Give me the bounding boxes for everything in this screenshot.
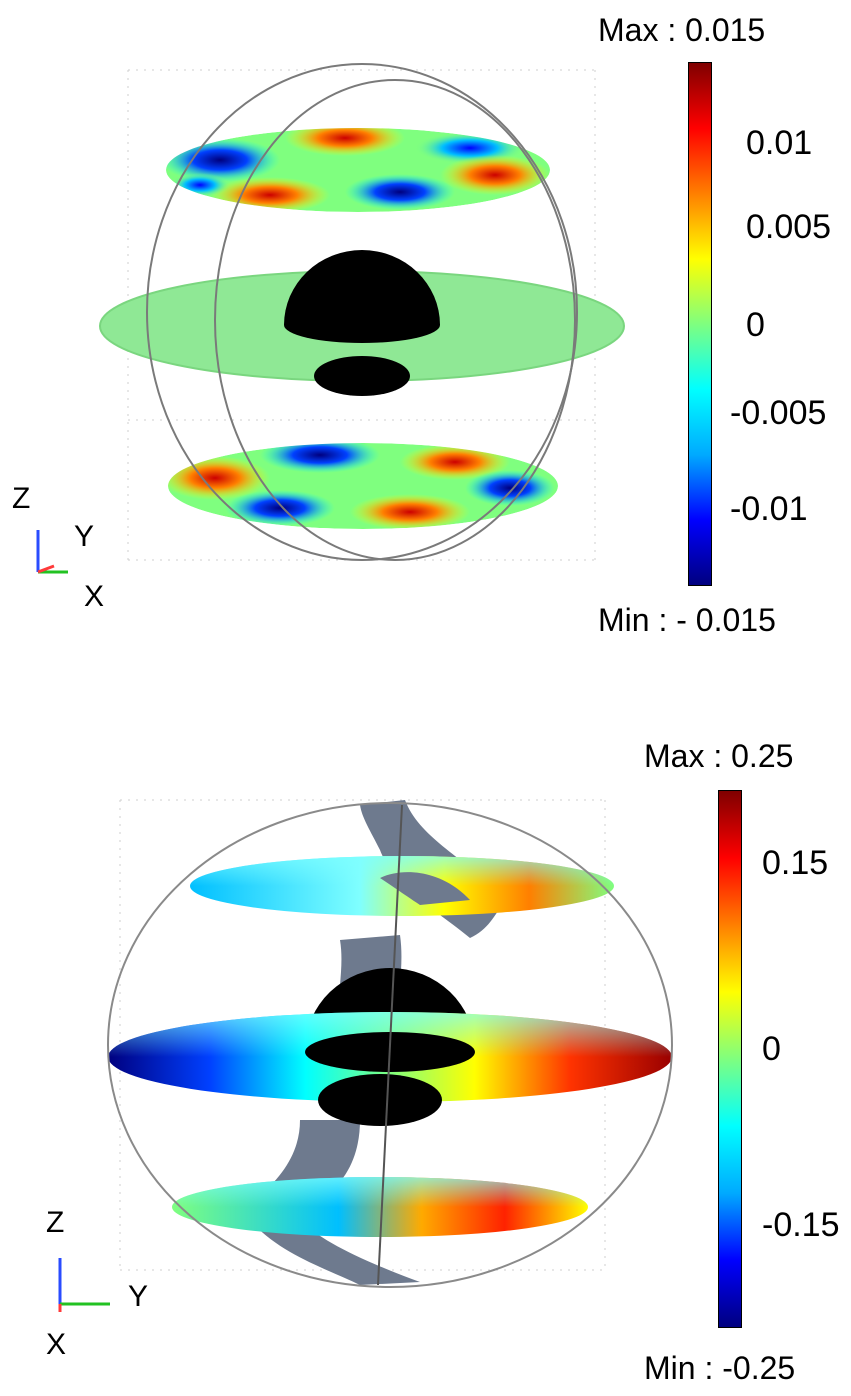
colorbar-tick: -0.005 bbox=[730, 394, 827, 432]
sphere-upper bbox=[284, 250, 440, 325]
colorbar-tick: 0.005 bbox=[746, 208, 832, 246]
colorbar-min-label: Min : -0.25 bbox=[644, 1350, 796, 1386]
colorbar-min-label: Min : - 0.015 bbox=[598, 602, 776, 638]
background-grid bbox=[119, 799, 606, 1271]
colorbar-tick: 0 bbox=[746, 306, 765, 344]
colorbar-tick: -0.15 bbox=[762, 1206, 840, 1244]
colorbar-max-label: Max : 0.25 bbox=[644, 738, 794, 774]
bottom-panel: Z Y X Max : 0.25 0.15 0 -0.15 Min : -0.2… bbox=[0, 700, 851, 1396]
colorbar bbox=[688, 62, 712, 586]
z-axis-label: Z bbox=[46, 1206, 65, 1239]
x-axis-label: X bbox=[84, 580, 105, 613]
axis-triad bbox=[58, 1258, 110, 1312]
x-axis-label: X bbox=[46, 1328, 67, 1361]
sphere-lower bbox=[314, 356, 410, 396]
y-axis-label: Y bbox=[128, 1280, 149, 1313]
colorbar-tick: 0.15 bbox=[762, 844, 829, 882]
y-axis-label: Y bbox=[74, 520, 95, 553]
colorbar-tick: -0.01 bbox=[730, 490, 808, 528]
wireframe bbox=[146, 63, 578, 561]
axis-triad bbox=[36, 530, 68, 574]
colorbar-tick: 0.01 bbox=[746, 124, 813, 162]
colorbar-tick: 0 bbox=[762, 1030, 781, 1068]
sphere-lower bbox=[318, 1074, 442, 1126]
top-3d-plot bbox=[36, 63, 625, 574]
colorbar-max-label: Max : 0.015 bbox=[598, 12, 766, 48]
bottom-3d-plot bbox=[58, 799, 673, 1312]
top-slice bbox=[166, 128, 550, 212]
z-axis-label: Z bbox=[12, 482, 31, 515]
wireframe bbox=[107, 802, 673, 1288]
top-panel: Z Y X Max : 0.015 0.01 0.005 0 -0.005 -0… bbox=[12, 12, 832, 638]
colorbar bbox=[718, 790, 742, 1328]
